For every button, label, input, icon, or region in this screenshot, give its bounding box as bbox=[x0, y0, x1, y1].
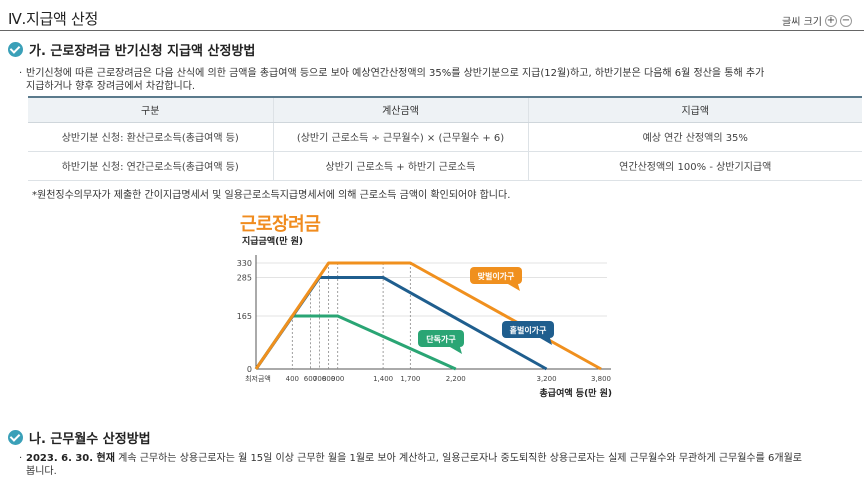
series-label: 맞벌이가구 bbox=[478, 271, 515, 281]
x-axis-label: 총급여액 등(만 원) bbox=[540, 387, 612, 399]
section-b-description-line2: 봅니다. bbox=[26, 466, 57, 477]
table-header-payment: 지급액 bbox=[527, 96, 862, 123]
series-label-bubble bbox=[470, 267, 522, 284]
y-tick-label: 330 bbox=[237, 259, 252, 268]
table-row: 상반기분 신청: 환산근로소득(총급여액 등) (상반기 근로소득 ÷ 근무월수… bbox=[28, 122, 862, 152]
chart-title: 근로장려금 bbox=[240, 214, 321, 235]
table-cell: 상반기 근로소득 + 하반기 근로소득 bbox=[272, 151, 528, 181]
series-label-bubble bbox=[418, 330, 464, 347]
table-header-row: 구분 계산금액 지급액 bbox=[28, 96, 862, 123]
x-tick-label: 최저금액 bbox=[245, 374, 271, 383]
table-header-category: 구분 bbox=[28, 96, 273, 123]
page-title: Ⅳ.지급액 산정 bbox=[8, 10, 98, 28]
table-cell: 상반기분 신청: 환산근로소득(총급여액 등) bbox=[28, 122, 273, 152]
series-label-bubble bbox=[502, 321, 554, 338]
series-label-pointer bbox=[450, 347, 462, 354]
font-size-label: 글씨 크기 bbox=[782, 17, 822, 28]
x-tick-label: 700 bbox=[313, 375, 326, 383]
section-b-title: 나. 근무월수 산정방법 bbox=[29, 432, 151, 447]
table-note: *원천징수의무자가 제출한 간이지급명세서 및 일용근로소득지급명세서에 의해 … bbox=[32, 190, 511, 201]
section-b-heading: 나. 근무월수 산정방법 bbox=[8, 428, 151, 447]
table-row: 하반기분 신청: 연간근로소득(총급여액 등) 상반기 근로소득 + 하반기 근… bbox=[28, 151, 862, 181]
series-label-pointer bbox=[540, 338, 552, 345]
x-tick-label: 800 bbox=[322, 375, 335, 383]
x-tick-label: 3,800 bbox=[591, 375, 611, 383]
section-a-description-line2: 지급하거나 향후 장려금에서 차감합니다. bbox=[26, 81, 196, 92]
font-size-control: 글씨 크기 + − bbox=[782, 13, 852, 28]
section-a-title: 가. 근로장려금 반기신청 지급액 산정방법 bbox=[29, 44, 256, 59]
table-header-calculation: 계산금액 bbox=[272, 96, 528, 123]
y-tick-label: 165 bbox=[237, 312, 252, 321]
y-tick-label: 285 bbox=[237, 273, 252, 282]
table-cell: (상반기 근로소득 ÷ 근무월수) × (근무월수 + 6) bbox=[272, 122, 528, 152]
y-axis-label: 지급금액(만 원) bbox=[242, 235, 303, 247]
x-tick-label: 1,400 bbox=[373, 375, 393, 383]
x-tick-label: 1,700 bbox=[400, 375, 420, 383]
table-cell: 하반기분 신청: 연간근로소득(총급여액 등) bbox=[28, 151, 273, 181]
section-b-description-line1: 2023. 6. 30. 현재 계속 근무하는 상용근로자는 월 15일 이상 … bbox=[26, 452, 856, 465]
check-circle-icon bbox=[8, 42, 23, 57]
series-label: 홑벌이가구 bbox=[510, 325, 547, 335]
y-tick-label: 0 bbox=[247, 365, 252, 374]
x-tick-label: 600 bbox=[304, 375, 317, 383]
section-a-description-line1: 반기신청에 따른 근로장려금은 다음 산식에 의한 금액을 총급여액 등으로 보… bbox=[26, 68, 765, 79]
section-a-heading: 가. 근로장려금 반기신청 지급액 산정방법 bbox=[8, 40, 255, 59]
series-line bbox=[254, 261, 602, 371]
title-divider bbox=[0, 30, 864, 31]
section-b-description-text: 계속 근무하는 상용근로자는 월 15일 이상 근무한 월을 1월로 보아 계산… bbox=[114, 453, 802, 464]
section-b-description: 2023. 6. 30. 현재 계속 근무하는 상용근로자는 월 15일 이상 … bbox=[19, 452, 856, 478]
section-a-description: 반기신청에 따른 근로장려금은 다음 산식에 의한 금액을 총급여액 등으로 보… bbox=[19, 67, 765, 93]
table-cell: 연간산정액의 100% - 상반기지급액 bbox=[527, 151, 862, 181]
series-label: 단독가구 bbox=[426, 334, 456, 344]
x-tick-label: 2,200 bbox=[446, 375, 466, 383]
section-b-date: 2023. 6. 30. 현재 bbox=[26, 453, 115, 464]
font-decrease-button[interactable]: − bbox=[840, 14, 852, 27]
table-cell: 예상 연간 산정액의 35% bbox=[527, 122, 862, 152]
x-tick-label: 400 bbox=[286, 375, 299, 383]
x-tick-label: 3,200 bbox=[537, 375, 557, 383]
check-circle-icon bbox=[8, 430, 23, 445]
calculation-table: 구분 계산금액 지급액 상반기분 신청: 환산근로소득(총급여액 등) (상반기… bbox=[28, 96, 862, 181]
x-tick-label: 900 bbox=[331, 375, 344, 383]
font-increase-button[interactable]: + bbox=[825, 14, 837, 27]
series-label-pointer bbox=[508, 284, 520, 291]
